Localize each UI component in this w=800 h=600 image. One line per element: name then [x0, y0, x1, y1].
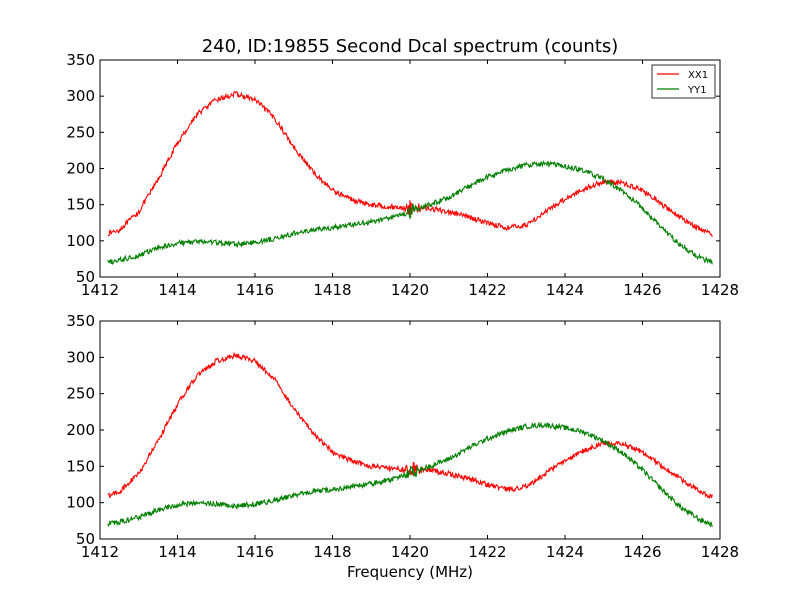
x-tick-label: 1422 [468, 543, 506, 561]
x-tick-label: 1424 [546, 543, 584, 561]
x-tick-label: 1414 [158, 281, 196, 299]
x-tick-label: 1426 [623, 543, 661, 561]
y-tick-label: 150 [66, 457, 95, 475]
y-tick-label: 350 [66, 51, 95, 69]
x-tick-label: 1416 [236, 543, 274, 561]
legend-entry-yy1: YY1 [687, 85, 707, 96]
x-tick-label: 1422 [468, 281, 506, 299]
x-tick-label: 1412 [81, 281, 119, 299]
series-2-line-panel-2 [107, 421, 713, 528]
y-tick-label: 50 [76, 530, 95, 548]
yy1-line-panel-1 [107, 160, 713, 265]
x-tick-label: 1416 [236, 281, 274, 299]
x-tick-label: 1428 [701, 281, 739, 299]
y-tick-label: 200 [66, 421, 95, 439]
x-tick-label: 1428 [701, 543, 739, 561]
x-tick-label: 1420 [391, 543, 429, 561]
x-tick-label: 1420 [391, 281, 429, 299]
x-tick-label: 1412 [81, 543, 119, 561]
y-tick-label: 100 [66, 494, 95, 512]
y-tick-label: 50 [76, 268, 95, 286]
legend-box [651, 64, 716, 99]
y-tick-label: 100 [66, 232, 95, 250]
chart-title: 240, ID:19855 Second Dcal spectrum (coun… [202, 36, 619, 57]
x-tick-label: 1414 [158, 543, 196, 561]
y-tick-label: 300 [66, 87, 95, 105]
x-tick-label: 1426 [623, 281, 661, 299]
legend-entry-xx1: XX1 [688, 70, 708, 81]
y-tick-label: 250 [66, 123, 95, 141]
x-tick-label: 1418 [313, 543, 351, 561]
plot-panel-1: 1412 1414 1416 1418 1420 1422 1424 1426 1428 50 10… [66, 51, 739, 299]
y-tick-label: 150 [66, 196, 95, 214]
x-tick-label: 1418 [313, 281, 351, 299]
y-tick-label: 200 [66, 160, 95, 178]
y-tick-label: 250 [66, 385, 95, 403]
plot-panel-2: 1412 1414 1416 1418 1420 1422 1424 1426 1428 50 10… [66, 312, 739, 561]
x-axis-label: Frequency (MHz) [347, 563, 473, 581]
y-tick-label: 300 [66, 348, 95, 366]
x-tick-label: 1424 [546, 281, 584, 299]
y-tick-label: 350 [66, 312, 95, 330]
